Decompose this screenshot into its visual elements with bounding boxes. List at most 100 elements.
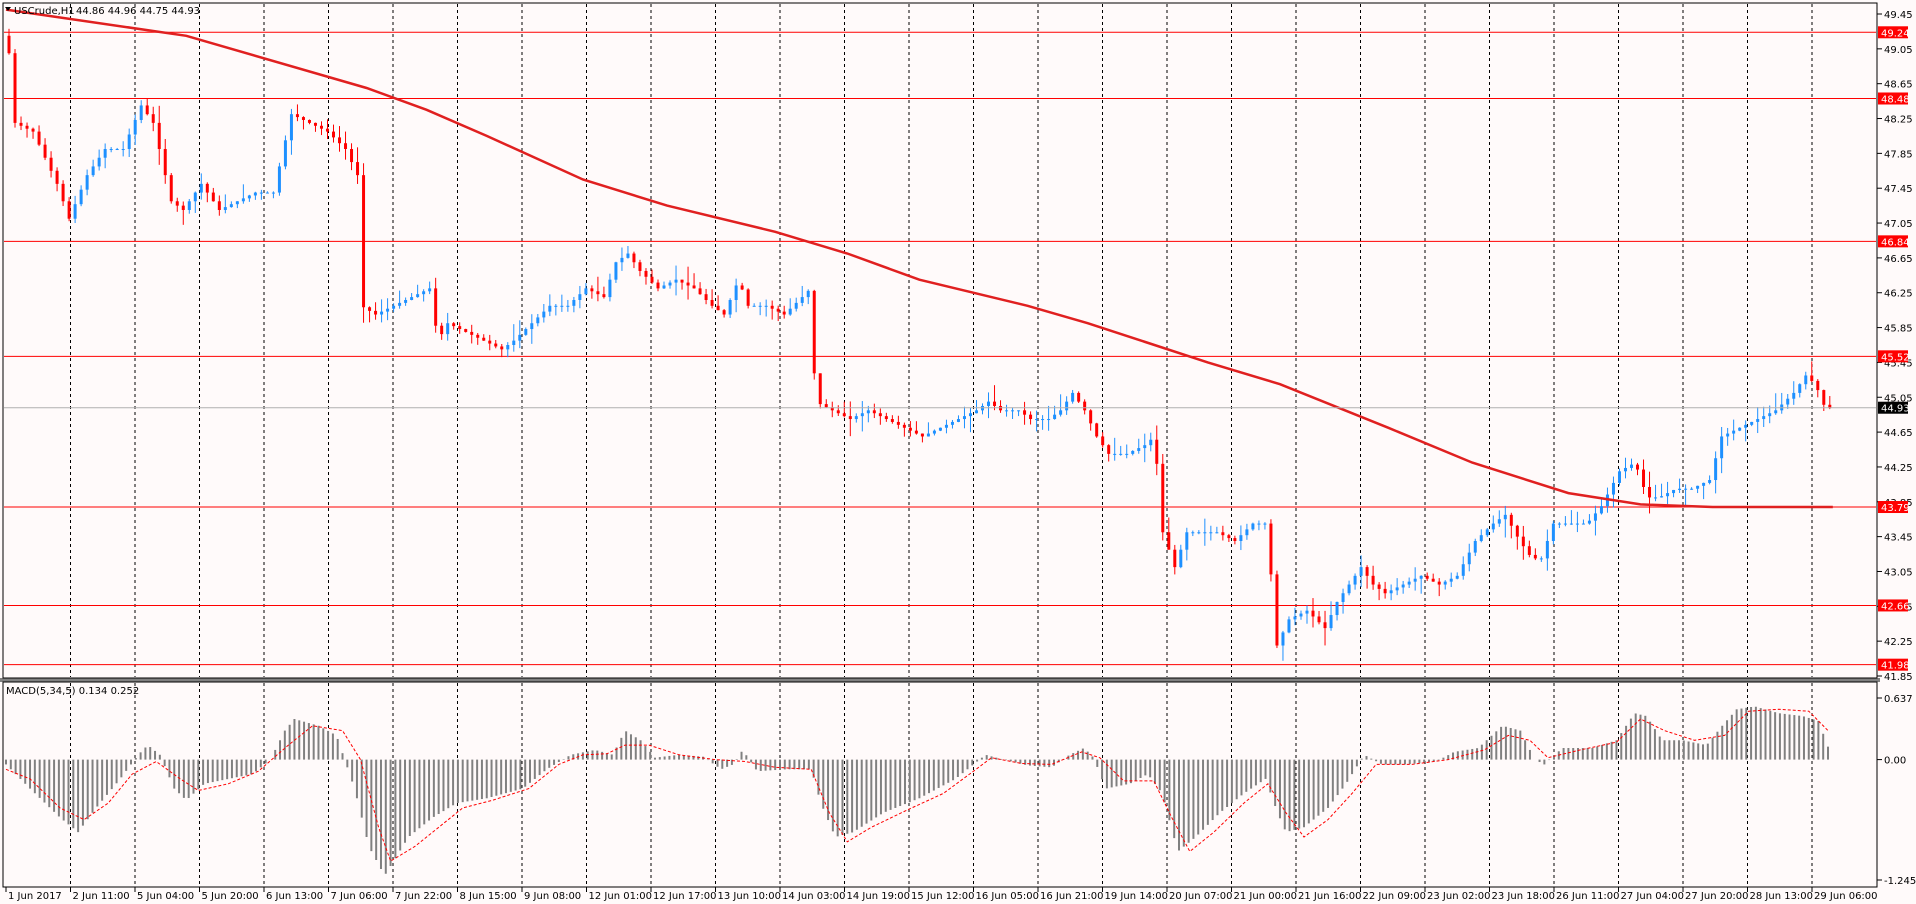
candle-body xyxy=(175,201,179,206)
triangle-down-icon[interactable] xyxy=(5,7,11,11)
candle-body xyxy=(590,288,594,292)
candle-body xyxy=(1065,401,1069,411)
x-tick-label: 15 Jun 12:00 xyxy=(911,891,975,902)
horizontal-levels[interactable] xyxy=(4,31,1876,666)
candle-body xyxy=(1521,536,1525,547)
y-tick-label: -1.245 xyxy=(1884,876,1916,887)
candle-body xyxy=(1047,419,1051,421)
candle-body xyxy=(836,410,840,414)
candle-body xyxy=(1617,471,1621,483)
y-tick-label: 41.85 xyxy=(1884,672,1913,683)
candle-body xyxy=(1071,392,1075,402)
y-tick-label: 42.25 xyxy=(1884,637,1913,648)
candle-body xyxy=(271,192,275,194)
candle-body xyxy=(764,305,768,307)
candle-body xyxy=(1173,549,1177,568)
candle-body xyxy=(1029,414,1033,420)
panel-separator[interactable] xyxy=(0,678,1880,682)
candle-body xyxy=(1563,523,1567,525)
time-axis[interactable]: 1 Jun 2017 2 Jun 11:00 5 Jun 04:00 5 Jun 20… xyxy=(5,887,1878,902)
x-tick-label: 23 Jun 02:00 xyxy=(1427,891,1491,902)
candle-body xyxy=(1215,532,1219,534)
x-tick-label: 8 Jun 15:00 xyxy=(460,891,517,902)
candle-body xyxy=(578,294,582,300)
candle-body xyxy=(494,343,498,347)
candle-body xyxy=(1491,523,1495,530)
vertical-grid xyxy=(70,4,1813,677)
candle-body xyxy=(109,149,113,151)
candle-body xyxy=(548,305,552,312)
candle-body xyxy=(1023,410,1027,415)
candle-body xyxy=(993,401,997,406)
x-tick-label: 13 Jun 10:00 xyxy=(718,891,782,902)
candle-body xyxy=(512,340,516,345)
macd-scale[interactable]: 0.637 0.00 -1.245 xyxy=(1877,694,1916,887)
candle-body xyxy=(650,276,654,283)
candle-body xyxy=(1575,523,1579,525)
candle-body xyxy=(1431,578,1435,582)
candle-body xyxy=(1443,581,1447,585)
candle-body xyxy=(1089,410,1093,424)
price-panel[interactable] xyxy=(4,4,1876,677)
candle-body xyxy=(692,285,696,289)
x-tick-label: 27 Jun 04:00 xyxy=(1621,891,1685,902)
candle-body xyxy=(217,201,221,210)
candle-body xyxy=(440,325,444,335)
candle-body xyxy=(914,430,918,434)
macd-panel[interactable]: MACD(5,34,5) 0.134 0.252 xyxy=(5,683,1829,886)
candle-body xyxy=(1041,419,1045,421)
moving-average-line xyxy=(5,8,1833,509)
candle-body xyxy=(374,310,378,315)
y-tick-label: 48.65 xyxy=(1884,80,1913,91)
candle-body xyxy=(115,149,119,151)
candle-body xyxy=(770,305,774,309)
candle-body xyxy=(1449,578,1453,582)
candle-body xyxy=(926,433,930,437)
x-tick-label: 21 Jun 16:00 xyxy=(1298,891,1362,902)
candle-body xyxy=(253,192,257,196)
candle-body xyxy=(1365,567,1369,576)
candle-body xyxy=(908,427,912,431)
candle-body xyxy=(1744,424,1748,428)
candle-body xyxy=(301,117,305,120)
candle-body xyxy=(1371,575,1375,585)
candle-body xyxy=(1119,453,1123,455)
x-tick-label: 23 Jun 18:00 xyxy=(1492,891,1556,902)
candle-body xyxy=(1197,532,1201,534)
candle-body xyxy=(1479,535,1483,541)
y-tick-label: 47.45 xyxy=(1884,184,1913,195)
candle-body xyxy=(193,192,197,202)
symbol-label: USCrude,H1 xyxy=(14,6,75,17)
candle-body xyxy=(1107,445,1111,454)
candle-body xyxy=(1461,564,1465,576)
candle-body xyxy=(1515,525,1519,537)
level-price-label: 49.24 xyxy=(1881,28,1910,39)
candle-body xyxy=(878,413,882,417)
candle-body xyxy=(386,308,390,312)
candle-body xyxy=(1293,616,1297,620)
price-scale[interactable]: 49.45 49.05 48.65 48.25 47.85 47.45 47.05 46.65… xyxy=(1877,10,1913,683)
candle-body xyxy=(145,105,149,115)
candle-body xyxy=(1005,410,1009,412)
candle-body xyxy=(1401,584,1405,588)
candle-body xyxy=(1269,523,1273,575)
x-tick-label: 16 Jun 05:00 xyxy=(976,891,1040,902)
level-price-tag xyxy=(1878,501,1908,514)
candle-body xyxy=(229,204,233,208)
symbol-header[interactable]: USCrude,H1 44.86 44.96 44.75 44.93 xyxy=(5,6,200,17)
candle-body xyxy=(1251,523,1255,530)
candle-body xyxy=(1654,497,1658,499)
candle-body xyxy=(97,157,101,167)
current-price-label: 44.93 xyxy=(1881,404,1910,415)
candle-body xyxy=(554,305,558,307)
candle-body xyxy=(974,410,978,414)
candle-body xyxy=(1648,486,1652,498)
candle-body xyxy=(1035,419,1039,421)
macd-label: MACD(5,34,5) 0.134 0.252 xyxy=(6,686,139,697)
candle-body xyxy=(1527,546,1531,555)
candle-body xyxy=(139,105,143,120)
candle-body xyxy=(151,114,155,123)
x-tick-label: 29 Jun 06:00 xyxy=(1814,891,1878,902)
x-tick-label: 5 Jun 20:00 xyxy=(202,891,259,902)
candle-body xyxy=(734,285,738,300)
